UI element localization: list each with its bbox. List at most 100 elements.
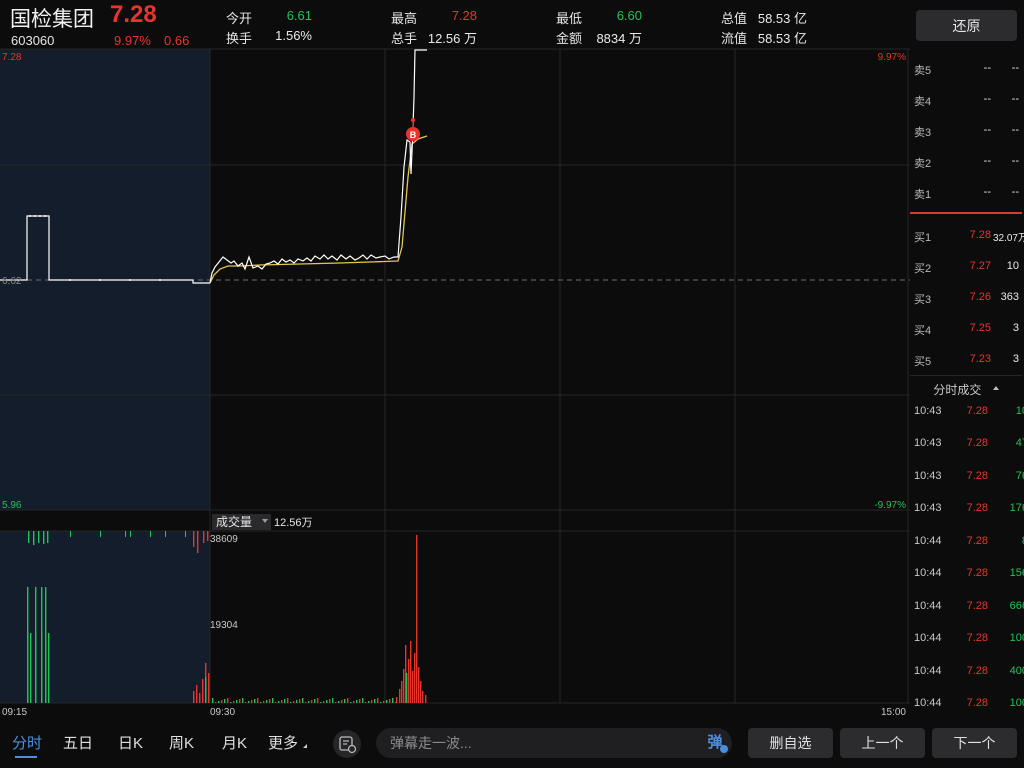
tab-daily-k[interactable]: 日K	[118, 735, 144, 752]
ask-qty: --	[1011, 124, 1019, 136]
volume-bar	[185, 531, 186, 537]
volume-bar	[266, 700, 268, 703]
volume-bar	[263, 701, 265, 703]
volume-bar	[305, 702, 307, 703]
trade-time: 10:44	[914, 665, 942, 677]
bid-row-3[interactable]: 买3 7.26 363	[910, 291, 1022, 322]
trade-volume: 8	[990, 535, 1024, 547]
order-book-divider	[910, 212, 1022, 214]
price-line	[209, 49, 427, 284]
stock-name: 国检集团	[10, 8, 94, 31]
volume-bar	[350, 702, 352, 703]
volume-bar	[311, 700, 313, 703]
intraday-chart[interactable]: B 成交量 12.56万 7.28 6.62 5.96 9.97% -9.97%…	[0, 47, 910, 722]
volume-bar	[422, 691, 424, 703]
bid-row-1[interactable]: 买1 7.28 32.07万	[910, 229, 1024, 260]
stat-label-amount: 金额	[556, 31, 583, 46]
ask-label: 卖4	[914, 96, 932, 108]
time-start-label: 09:15	[2, 707, 27, 718]
stat-label-total-hands: 总手	[391, 31, 418, 46]
trade-price: 7.28	[966, 470, 988, 482]
danmu-settings-button[interactable]	[333, 730, 361, 758]
trade-row: 10:44 7.28 100	[910, 632, 1024, 664]
volume-bar	[416, 535, 418, 703]
volume-bar	[377, 698, 379, 703]
time-end-label: 15:00	[881, 707, 906, 718]
bid-row-5[interactable]: 买5 7.23 3	[910, 353, 1022, 384]
ask-label: 卖1	[914, 189, 932, 201]
ask-row-5[interactable]: 卖5 -- --	[910, 62, 1022, 93]
previous-stock-button[interactable]: 上一个	[840, 728, 925, 758]
volume-bar	[347, 698, 349, 703]
ask-row-1[interactable]: 卖1 -- --	[910, 186, 1022, 217]
volume-bar	[43, 531, 45, 544]
trade-time: 10:44	[914, 567, 942, 579]
volume-bar	[47, 531, 49, 543]
dropdown-arrow-icon	[262, 519, 268, 523]
pct-high-label: 9.97%	[878, 52, 906, 63]
volume-bar	[254, 699, 256, 703]
volume-bar	[399, 689, 401, 703]
trade-price: 7.28	[966, 405, 988, 417]
volume-bars	[27, 531, 427, 703]
buy-marker-icon	[406, 127, 420, 141]
volume-bar	[386, 700, 388, 703]
next-stock-button[interactable]: 下一个	[932, 728, 1017, 758]
tab-intraday[interactable]: 分时	[12, 735, 43, 752]
volume-bar	[41, 587, 43, 703]
volume-bar	[341, 700, 343, 703]
corner-arrow-icon	[303, 744, 308, 748]
trade-price: 7.28	[966, 437, 988, 449]
tab-monthly-k[interactable]: 月K	[222, 735, 248, 752]
restore-button[interactable]: 还原	[916, 10, 1017, 41]
bid-qty: 10	[1006, 260, 1019, 272]
volume-bar	[239, 699, 241, 703]
bid-price: 7.23	[969, 353, 991, 365]
volume-bar	[344, 699, 346, 703]
stock-price: 7.28	[110, 1, 157, 28]
ask-row-4[interactable]: 卖4 -- --	[910, 93, 1022, 124]
volume-bar	[165, 531, 166, 537]
bid-row-2[interactable]: 买2 7.27 10	[910, 260, 1022, 291]
trades-header[interactable]: 分时成交	[910, 377, 1022, 399]
volume-bar	[314, 699, 316, 703]
ask-qty: --	[1011, 186, 1019, 198]
volume-bar	[284, 699, 286, 703]
volume-bar	[48, 633, 50, 703]
volume-selector	[212, 514, 271, 530]
volume-bar	[356, 700, 358, 703]
volume-bar	[368, 701, 370, 703]
volume-bar	[412, 671, 414, 703]
tab-five-day[interactable]: 五日	[63, 735, 94, 752]
trade-row: 10:44 7.28 666	[910, 600, 1024, 632]
ask-qty: --	[1011, 93, 1019, 105]
volume-bar	[227, 698, 229, 703]
tab-weekly-k[interactable]: 周K	[169, 735, 195, 752]
bid-qty: 3	[1012, 353, 1019, 365]
buy-marker-label: B	[410, 130, 417, 140]
danmu-input[interactable]: 弹幕走一波...	[376, 728, 732, 758]
volume-bar	[193, 531, 195, 547]
danmu-toggle-label: 弹	[707, 734, 723, 751]
bid-row-4[interactable]: 买4 7.25 3	[910, 322, 1022, 353]
trade-time: 10:44	[914, 535, 942, 547]
trade-price: 7.28	[966, 502, 988, 514]
trade-time: 10:43	[914, 405, 942, 417]
volume-bar	[299, 699, 301, 703]
ask-row-3[interactable]: 卖3 -- --	[910, 124, 1022, 155]
volume-bar	[332, 698, 334, 703]
trade-volume: 100	[1009, 697, 1024, 709]
volume-bar	[302, 698, 304, 703]
trade-volume: 666	[1009, 600, 1024, 612]
bid-price: 7.25	[969, 322, 991, 334]
trade-price: 7.28	[966, 600, 988, 612]
volume-bar	[35, 587, 37, 703]
volume-bar	[408, 659, 410, 703]
tab-more[interactable]: 更多	[268, 732, 308, 753]
volume-bar	[278, 701, 280, 703]
danmu-toggle-button[interactable]: 弹	[700, 730, 730, 756]
trade-row: 10:43 7.28 176	[910, 502, 1024, 534]
ask-row-2[interactable]: 卖2 -- --	[910, 155, 1022, 186]
remove-watchlist-button[interactable]: 删自选	[748, 728, 833, 758]
volume-bar	[28, 531, 30, 543]
